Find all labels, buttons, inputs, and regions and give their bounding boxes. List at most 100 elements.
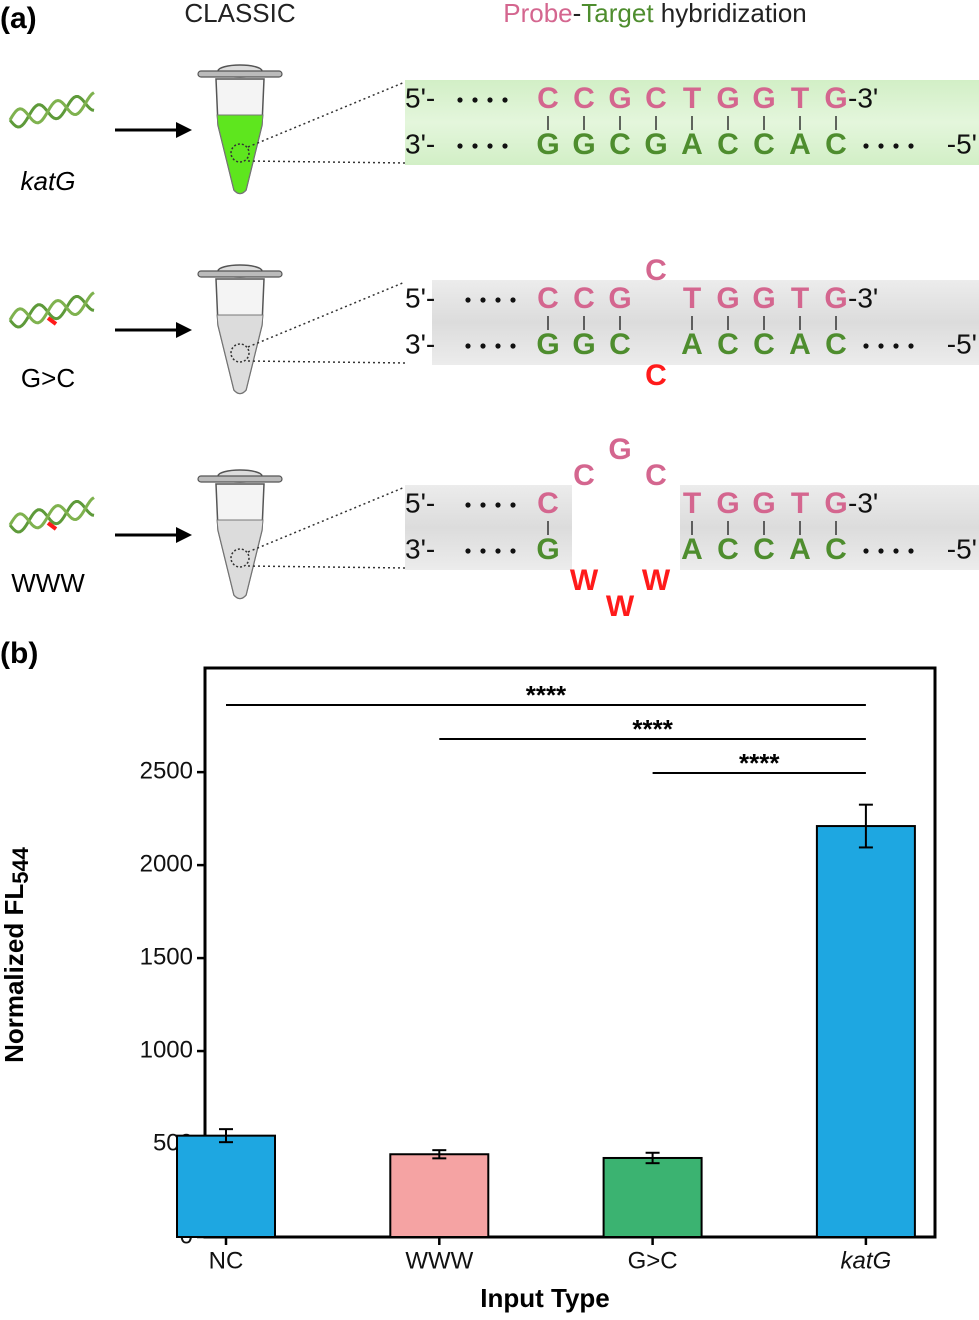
tube-liquid: [216, 519, 264, 599]
dot: [878, 548, 884, 554]
target-base: A: [681, 328, 703, 361]
tube-hinge: [197, 270, 283, 278]
y-tick-label: 1000: [140, 1036, 193, 1063]
target-base: C: [753, 128, 775, 161]
dot: [510, 297, 516, 303]
arrow-head: [176, 322, 192, 338]
dna-strand: [8, 500, 95, 534]
tube-liquid: [216, 314, 264, 394]
mutation-mark: [46, 316, 58, 326]
dot: [510, 548, 516, 554]
tube-zoom: [230, 343, 250, 363]
dot: [510, 343, 516, 349]
probe-base: G: [608, 82, 631, 115]
probe-base: G: [608, 282, 631, 315]
dot: [457, 143, 463, 149]
dna-strand: [8, 91, 95, 125]
dna-strand: [8, 95, 95, 129]
dot: [495, 343, 501, 349]
significance-label: ****: [526, 680, 567, 710]
tube-zoom: [230, 548, 250, 568]
target-base: C: [753, 533, 775, 566]
tube-liquid: [216, 114, 264, 194]
significance-label: ****: [632, 714, 673, 744]
target-base: C: [717, 128, 739, 161]
strand-end: 5'-: [405, 487, 435, 518]
zoom-line: [247, 281, 406, 348]
zoom-line: [247, 360, 406, 364]
dot: [893, 548, 899, 554]
dot: [465, 343, 471, 349]
target-bulge: W: [606, 590, 635, 623]
strand-end: -3': [848, 82, 878, 113]
dot: [878, 343, 884, 349]
target-bulge: W: [570, 564, 599, 597]
dot: [863, 143, 869, 149]
dot: [480, 502, 486, 508]
arrow-head: [176, 122, 192, 138]
y-axis-label-main: Normalized FL: [0, 884, 29, 1063]
probe-base: G: [824, 82, 847, 115]
dot: [502, 97, 508, 103]
strand-end: -3': [848, 282, 878, 313]
target-base: A: [681, 533, 703, 566]
dot: [908, 343, 914, 349]
zoom-line: [247, 160, 406, 164]
y-axis-label: Normalized FL544: [0, 846, 33, 1063]
heading-dash: -: [573, 0, 582, 28]
probe-base: G: [752, 282, 775, 315]
bar: [815, 825, 916, 1238]
probe-bulge: C: [645, 254, 667, 287]
tube-hinge: [197, 475, 283, 483]
dot: [480, 343, 486, 349]
panel-b: 05001000150020002500NCWWWG>CkatG********…: [0, 666, 937, 1313]
dot: [480, 548, 486, 554]
row-label: katG: [21, 166, 76, 196]
dot: [878, 143, 884, 149]
probe-base: C: [573, 282, 595, 315]
x-tick-label: NC: [209, 1247, 244, 1274]
row-label: WWW: [11, 568, 85, 598]
dot: [495, 548, 501, 554]
bar: [602, 1156, 703, 1238]
mutation-mark: [46, 521, 58, 531]
dot: [510, 502, 516, 508]
dot: [465, 297, 471, 303]
heading: Probe-Target hybridization: [503, 0, 807, 28]
probe-base: C: [537, 82, 559, 115]
heading-target: Target: [581, 0, 654, 28]
probe-base: G: [824, 282, 847, 315]
panel-label: (b): [0, 637, 38, 670]
dot: [480, 297, 486, 303]
strand-end: 5'-: [405, 82, 435, 113]
target-base: C: [825, 328, 847, 361]
target-bulge: W: [642, 564, 671, 597]
strand-end: -5': [947, 128, 977, 159]
dot: [472, 143, 478, 149]
target-base: C: [825, 533, 847, 566]
target-base: G: [644, 128, 667, 161]
dot: [487, 97, 493, 103]
probe-base: T: [683, 487, 701, 520]
plot-frame: [203, 666, 937, 1239]
target-base: C: [609, 128, 631, 161]
target-base: A: [789, 533, 811, 566]
dot: [502, 143, 508, 149]
probe-base: G: [716, 82, 739, 115]
probe-bulge: C: [573, 459, 595, 492]
bar: [389, 1153, 490, 1239]
dna-strand: [8, 295, 95, 329]
dot: [457, 97, 463, 103]
tube-zoom: [230, 143, 250, 163]
strand-end: -3': [848, 487, 878, 518]
probe-base: G: [752, 487, 775, 520]
probe-base: C: [645, 82, 667, 115]
dot: [465, 502, 471, 508]
row-label: G>C: [21, 363, 75, 393]
target-base: A: [789, 128, 811, 161]
target-base: C: [717, 328, 739, 361]
target-base: G: [536, 328, 559, 361]
strand-end: 5'-: [405, 282, 435, 313]
strand-end: -5': [947, 533, 977, 564]
zoom-line: [247, 81, 406, 148]
